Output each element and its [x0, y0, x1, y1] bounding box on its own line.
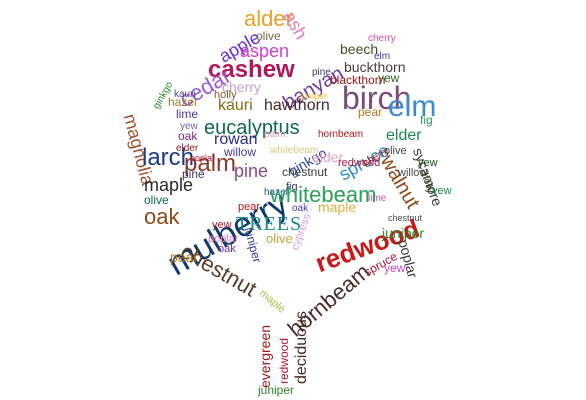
word-maple-3: maple — [256, 287, 288, 316]
word-yew-6: yew — [384, 261, 406, 275]
word-oak: oak — [178, 129, 198, 143]
word-olive-3: olive — [144, 193, 169, 207]
word-kauri: kauri — [174, 89, 196, 100]
word-yew-3: yew — [418, 157, 438, 169]
word-poplar-3: poplar — [208, 233, 239, 245]
word-trees: TREES — [236, 213, 303, 235]
word-oak-2: oak — [292, 203, 309, 214]
word-pear-3: pear — [170, 249, 199, 265]
word-pine-2: pine — [234, 161, 269, 181]
word-hornbeam: hornbeam — [318, 129, 364, 140]
word-birch: birch — [342, 80, 412, 116]
word-elder-2: elder — [176, 143, 199, 154]
word-holly: holly — [214, 89, 237, 101]
word-chestnut-2: chestnut — [388, 213, 423, 223]
word-willow-2: willow — [398, 167, 428, 179]
word-lime-2: lime — [368, 193, 387, 204]
word-redwood-3: redwood — [277, 337, 291, 384]
word-hawthorn: hawthorn — [264, 97, 330, 114]
word-elder-3: elder — [312, 149, 344, 165]
word-whitebeam-2: whitebeam — [270, 182, 377, 207]
word-fig-2: fig — [286, 181, 298, 193]
word-poplar: poplar — [190, 153, 216, 163]
word-olive-4: olive — [266, 231, 293, 246]
word-blackthorn: blackthorn — [330, 73, 386, 87]
word-elm: elm — [374, 51, 391, 62]
word-elm-2: elm — [388, 90, 437, 123]
word-elder: elder — [386, 127, 422, 144]
word-juniper-4: juniper — [258, 383, 295, 397]
word-beech: beech — [340, 41, 379, 57]
word-olive-2: olive — [384, 145, 407, 157]
word-hazel-2: hazel — [264, 187, 288, 198]
word-pine: pine — [312, 67, 331, 78]
word-whitebeam: whitebeam — [270, 145, 319, 156]
word-cherry: cherry — [368, 33, 396, 44]
word-lime: lime — [176, 107, 199, 121]
word-alder: alder — [244, 6, 293, 31]
word-maple: maple — [144, 175, 194, 195]
word-pine-3: pine — [182, 167, 205, 181]
word-fig: fig — [420, 113, 433, 127]
word-oak-3: oak — [144, 204, 180, 229]
word-yew-2: yew — [180, 121, 198, 132]
word-oak-4: oak — [218, 243, 236, 255]
word-maple-2: maple — [318, 199, 357, 215]
word-yew-4: yew — [432, 185, 452, 197]
word-olive: olive — [256, 29, 281, 43]
word-palm-2: palm — [184, 150, 237, 177]
word-kauri-2: kauri — [218, 97, 253, 114]
word-redwood: redwood — [338, 157, 381, 169]
word-deciduous: deciduous — [293, 311, 310, 384]
word-pear-2: pear — [238, 201, 261, 213]
word-eucalyptus: eucalyptus — [204, 117, 300, 139]
word-yew: yew — [378, 71, 400, 85]
word-cashew: cashew — [208, 56, 295, 83]
word-larch: larch — [142, 144, 195, 171]
word-juniper: juniper — [300, 91, 328, 101]
word-hazel: hazel — [168, 95, 197, 109]
word-palm: palm — [264, 129, 286, 140]
word-yew-5: yew — [212, 219, 232, 231]
word-rowan: rowan — [214, 131, 258, 148]
word-buckthorn: buckthorn — [344, 59, 406, 75]
word-chestnut: chestnut — [282, 165, 328, 179]
word-evergreen: evergreen — [257, 324, 273, 388]
word-ash: ash — [279, 7, 312, 43]
word-juniper-2: juniper — [382, 225, 425, 241]
word-willow: willow — [224, 145, 257, 159]
word-aspen: aspen — [240, 41, 290, 61]
word-cherry-2: cherry — [222, 79, 261, 95]
word-pear: pear — [358, 105, 383, 119]
